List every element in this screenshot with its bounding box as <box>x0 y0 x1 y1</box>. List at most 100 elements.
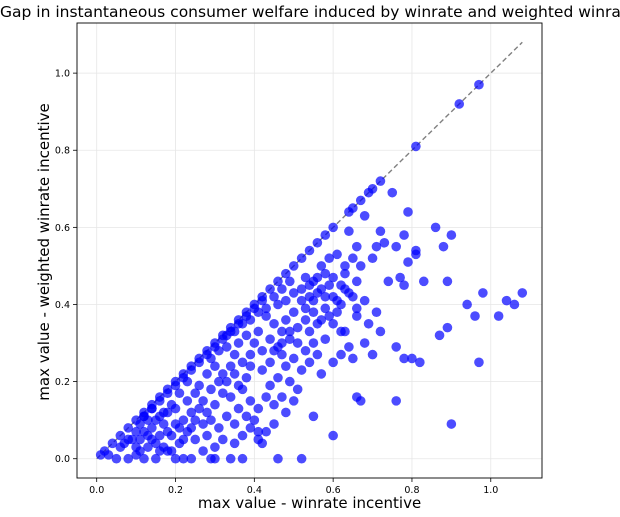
data-point <box>403 207 413 217</box>
data-point <box>300 345 311 356</box>
data-point <box>296 453 307 464</box>
data-point <box>225 392 236 402</box>
data-point <box>245 396 256 406</box>
data-point <box>281 407 291 418</box>
data-point <box>300 272 311 283</box>
data-point <box>296 284 307 294</box>
data-point <box>249 338 260 348</box>
data-point <box>328 272 338 283</box>
data-point <box>340 284 350 294</box>
data-point <box>166 446 177 456</box>
data-point <box>218 369 228 379</box>
data-point <box>348 291 358 302</box>
data-point <box>284 376 295 387</box>
data-point <box>178 415 189 425</box>
data-point <box>135 446 145 456</box>
data-point <box>147 423 157 433</box>
data-point <box>202 349 212 360</box>
data-point <box>170 380 181 391</box>
data-point <box>300 303 311 314</box>
data-point <box>355 195 366 206</box>
data-point <box>328 357 338 368</box>
data-point <box>221 342 232 352</box>
data-point <box>218 334 228 344</box>
data-point <box>249 415 260 425</box>
data-point <box>277 284 287 294</box>
data-point <box>288 396 299 406</box>
data-point <box>281 315 291 325</box>
data-point <box>261 303 271 314</box>
data-point <box>312 318 323 329</box>
data-point <box>245 349 256 360</box>
data-point <box>166 399 177 410</box>
data-point <box>241 311 252 321</box>
data-point <box>387 187 398 198</box>
data-point <box>284 276 295 287</box>
data-point <box>135 419 145 429</box>
data-point <box>304 326 315 337</box>
data-point <box>281 268 291 279</box>
data-point <box>308 411 319 422</box>
data-point <box>509 299 520 310</box>
data-point <box>292 384 303 395</box>
y-tick-label: 1.0 <box>55 69 70 80</box>
x-tick-label: 0.2 <box>168 485 183 496</box>
data-point <box>178 453 189 464</box>
data-point <box>501 295 512 306</box>
data-point <box>218 434 228 445</box>
data-point <box>225 453 236 464</box>
data-point <box>245 361 256 371</box>
data-point <box>348 253 358 264</box>
data-point <box>253 426 264 437</box>
data-point <box>462 299 472 310</box>
data-point <box>115 430 126 441</box>
data-point <box>324 253 335 264</box>
data-point <box>229 419 240 429</box>
data-point <box>269 291 279 302</box>
data-point <box>371 307 382 317</box>
data-point <box>418 276 429 287</box>
chart-title: Gap in instantaneous consumer welfare in… <box>0 3 620 21</box>
data-point <box>143 442 153 452</box>
data-point <box>367 349 378 360</box>
data-point <box>210 361 220 371</box>
data-point <box>151 415 161 425</box>
data-point <box>320 230 331 240</box>
data-point <box>237 430 248 441</box>
data-point <box>336 349 346 360</box>
data-point <box>474 357 484 368</box>
data-point <box>107 438 118 449</box>
data-point <box>391 342 401 352</box>
data-point <box>316 261 327 271</box>
data-point <box>186 453 197 464</box>
data-point <box>221 411 232 422</box>
data-point <box>336 326 346 337</box>
data-point <box>154 446 165 456</box>
data-point <box>320 334 331 344</box>
data-point <box>340 268 350 279</box>
data-point <box>363 187 374 198</box>
y-tick-label: 0.0 <box>55 454 70 465</box>
data-point <box>284 334 295 344</box>
data-point <box>359 295 370 306</box>
data-point <box>300 315 311 325</box>
data-point <box>363 318 374 329</box>
data-point <box>265 284 275 294</box>
data-point <box>95 450 106 460</box>
data-point <box>399 280 409 291</box>
data-point <box>296 295 307 306</box>
data-point <box>379 237 390 248</box>
data-point <box>218 388 228 398</box>
data-point <box>304 245 315 256</box>
data-point <box>517 288 528 298</box>
data-point <box>194 357 204 368</box>
data-point <box>269 399 279 410</box>
data-point <box>214 376 224 387</box>
data-point <box>446 419 457 429</box>
data-point <box>154 396 165 406</box>
data-point <box>284 326 295 337</box>
x-tick-label: 0.0 <box>89 485 104 496</box>
data-point <box>241 372 252 383</box>
data-point <box>277 338 287 348</box>
data-point <box>139 411 149 422</box>
